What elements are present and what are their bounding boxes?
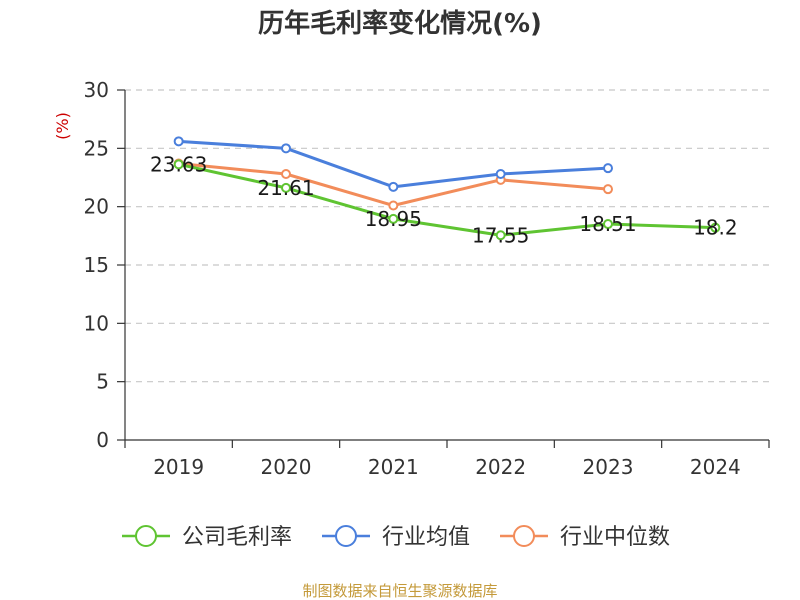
grid [125,89,769,383]
data-label: 18.2 [693,216,738,240]
axes: 0 5 10 15 20 25 30 2019 2020 2021 2022 2023 2024 [84,78,770,479]
data-point [603,184,613,195]
legend-label: 行业中位数 [560,525,670,550]
data-point [710,222,721,233]
data-point [173,159,184,170]
data-point [281,169,291,179]
x-tick-label: 2022 [475,455,526,479]
data-point [388,181,399,192]
x-tick-label: 2019 [153,455,204,479]
y-tick-label: 15 [84,253,109,277]
y-tick-label: 30 [84,78,109,102]
data-point [495,169,506,179]
legend-item: 行业中位数 [500,525,670,550]
data-label: 18.51 [579,212,636,236]
x-tick-label: 2024 [690,455,741,479]
data-point [388,200,399,211]
data-point [281,143,291,154]
y-tick-label: 25 [84,136,109,160]
y-tick-label: 0 [96,428,109,452]
data-point [281,182,291,193]
data-point [173,136,184,147]
series-line-0 [178,162,716,237]
data-label: 21.61 [257,176,314,200]
legend: 公司毛利率 行业均值 行业中位数 [122,525,670,550]
data-label: 17.55 [472,223,529,247]
x-tick-label: 2020 [261,455,312,479]
legend-item: 行业均值 [322,525,470,550]
y-tick-label: 5 [96,370,109,394]
legend-swatch-marker [513,525,535,547]
data-point [388,213,399,224]
x-tick-label: 2021 [368,455,419,479]
data-point [603,219,613,230]
chart-title: 历年毛利率变化情况(%) [258,8,542,39]
data-labels: 23.63 21.61 18.95 17.55 18.51 18.2 [150,152,738,247]
y-tick-label: 10 [84,311,109,335]
legend-swatch-marker [135,525,157,547]
y-axis-unit: (%) [53,112,72,140]
data-label: 23.63 [150,152,207,176]
data-label: 18.95 [365,207,422,231]
legend-label: 公司毛利率 [182,525,292,550]
y-tick-label: 20 [84,195,109,219]
data-point [495,230,506,241]
legend-swatch-marker [335,525,357,547]
series-lines [173,136,721,241]
source-note: 制图数据来自恒生聚源数据库 [302,582,497,600]
x-tick-label: 2023 [583,455,634,479]
legend-item: 公司毛利率 [122,525,292,550]
data-point [603,163,613,174]
legend-label: 行业均值 [382,525,470,550]
